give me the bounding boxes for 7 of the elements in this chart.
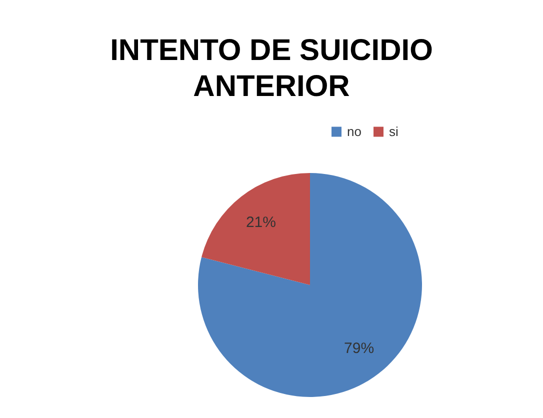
pie-slice: [198, 173, 422, 397]
legend-label: si: [389, 124, 398, 139]
legend-label: no: [347, 124, 362, 139]
data-label: 21%: [246, 214, 276, 231]
data-label: 79%: [344, 340, 374, 358]
pie-slice: [202, 173, 310, 285]
chart-title: INTENTO DE SUICIDIO ANTERIOR: [110, 34, 433, 103]
